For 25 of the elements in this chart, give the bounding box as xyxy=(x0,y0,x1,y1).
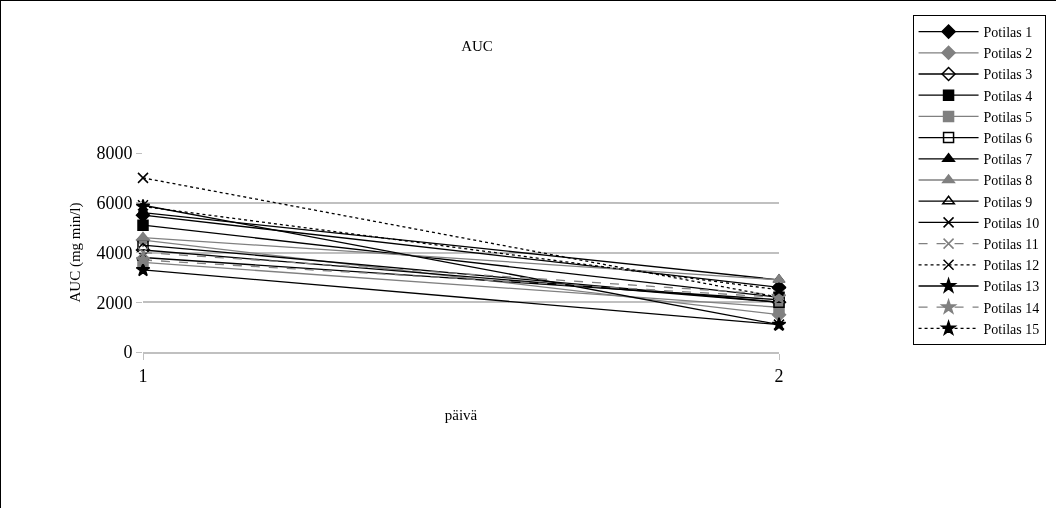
legend-label: Potilas 13 xyxy=(983,279,1040,295)
legend-label: Potilas 14 xyxy=(983,300,1040,316)
y-axis-title: AUC (mg min/l) xyxy=(66,202,84,303)
legend-label: Potilas 1 xyxy=(983,25,1033,41)
legend-label: Potilas 12 xyxy=(983,258,1040,274)
legend-label: Potilas 9 xyxy=(983,194,1033,210)
legend-label: Potilas 15 xyxy=(983,321,1040,337)
legend-label: Potilas 11 xyxy=(983,237,1039,253)
legend-label: Potilas 3 xyxy=(983,67,1033,83)
y-tick-label: 4000 xyxy=(96,242,133,263)
legend-label: Potilas 4 xyxy=(983,88,1033,104)
chart-title: AUC xyxy=(461,38,493,55)
y-tick-label: 0 xyxy=(123,342,133,363)
x-axis-title: päivä xyxy=(444,407,478,424)
x-tick-label: 1 xyxy=(138,365,148,386)
legend-label: Potilas 5 xyxy=(983,109,1033,125)
y-tick-label: 2000 xyxy=(96,292,133,313)
legend-label: Potilas 2 xyxy=(983,46,1033,62)
legend-label: Potilas 6 xyxy=(983,131,1033,147)
legend-label: Potilas 8 xyxy=(983,173,1033,189)
legend-label: Potilas 7 xyxy=(983,152,1033,168)
x-tick-label: 2 xyxy=(774,365,784,386)
y-tick-label: 8000 xyxy=(96,143,133,164)
y-tick-label: 6000 xyxy=(96,193,133,214)
legend-label: Potilas 10 xyxy=(983,215,1040,231)
